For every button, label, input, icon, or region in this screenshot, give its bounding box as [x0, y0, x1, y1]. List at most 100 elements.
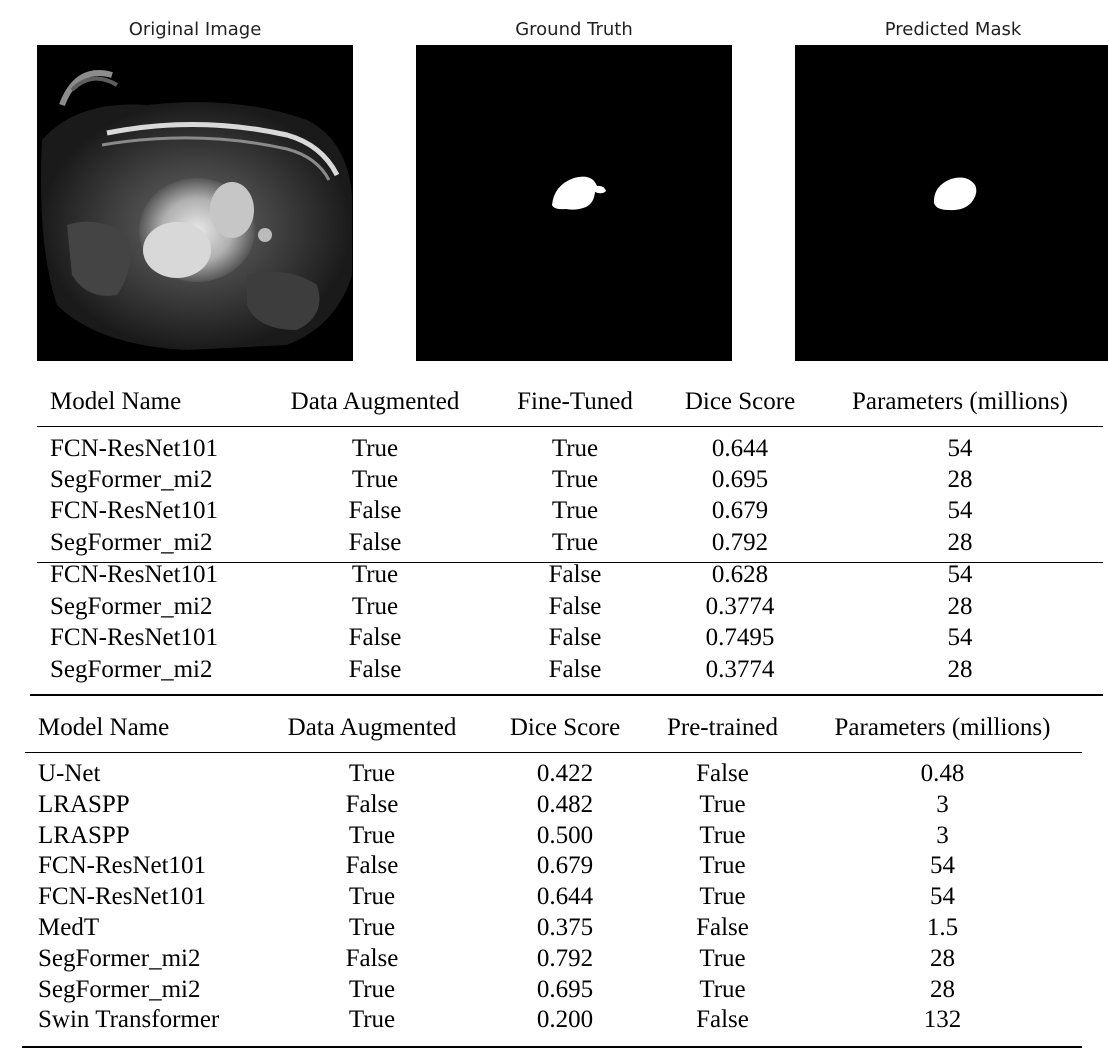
model-name-cell: LRASPP — [38, 790, 130, 818]
parameters-cell: 1.5 — [926, 914, 959, 941]
predicted-mask-title: Predicted Mask — [884, 19, 1022, 40]
dice-score-cell: 0.679 — [536, 852, 594, 880]
pre-trained-cell: True — [699, 975, 746, 1003]
pre-trained-cell: True — [699, 790, 746, 818]
dice-score-cell: 0.679 — [711, 497, 769, 524]
parameters-cell: 54 — [947, 497, 973, 524]
dice-score-cell: 0.628 — [711, 561, 769, 588]
model-name-cell: LRASPP — [38, 821, 130, 849]
dice-score-cell: 0.695 — [536, 975, 594, 1003]
table1-header-data-augmented: Data Augmented — [290, 388, 460, 415]
parameters-cell: 28 — [947, 466, 973, 493]
model-name-cell: SegFormer_mi2 — [50, 593, 213, 620]
model-name-cell: FCN-ResNet101 — [50, 624, 219, 651]
data-augmented-cell: True — [348, 821, 396, 849]
table2-header-model-name: Model Name — [38, 714, 170, 741]
dice-score-cell: 0.792 — [536, 944, 594, 972]
data-augmented-cell: False — [348, 656, 402, 683]
table1-mid-rule — [37, 562, 1103, 563]
parameters-cell: 0.48 — [920, 760, 965, 787]
dice-score-cell: 0.792 — [711, 529, 769, 556]
fine-tuned-cell: False — [548, 656, 602, 683]
data-augmented-cell: True — [348, 914, 396, 941]
parameters-cell: 28 — [947, 529, 973, 556]
original-image-title: Original Image — [128, 19, 262, 40]
data-augmented-cell: True — [351, 593, 399, 620]
parameters-cell: 132 — [923, 1006, 962, 1034]
fine-tuned-cell: False — [548, 624, 602, 651]
pre-trained-cell: False — [696, 1006, 749, 1034]
model-name-cell: SegFormer_mi2 — [50, 466, 213, 493]
dice-score-cell: 0.644 — [711, 435, 769, 462]
dice-score-cell: 0.644 — [536, 883, 594, 911]
fine-tuned-cell: False — [548, 593, 602, 620]
model-name-cell: FCN-ResNet101 — [50, 561, 219, 588]
model-name-cell: SegFormer_mi2 — [50, 656, 213, 683]
pre-trained-cell: True — [699, 944, 746, 972]
fine-tuned-cell: True — [551, 466, 599, 493]
data-augmented-cell: False — [345, 944, 399, 972]
dice-score-cell: 0.375 — [536, 914, 594, 941]
parameters-cell: 3 — [936, 790, 949, 818]
pre-trained-cell: True — [699, 883, 746, 911]
data-augmented-cell: True — [351, 435, 399, 462]
dice-score-cell: 0.7495 — [705, 624, 775, 651]
model-name-cell: FCN-ResNet101 — [38, 883, 207, 911]
data-augmented-cell: True — [348, 883, 396, 911]
predicted-mask — [795, 45, 1108, 361]
table1-header-model-name: Model Name — [50, 388, 182, 415]
fine-tuned-cell: False — [548, 561, 602, 588]
table1-header-parameters: Parameters (millions) — [852, 388, 1068, 415]
data-augmented-cell: False — [348, 497, 402, 524]
dice-score-cell: 0.422 — [536, 760, 594, 787]
parameters-cell: 54 — [947, 624, 973, 651]
table2-header-data-augmented: Data Augmented — [287, 714, 457, 741]
parameters-cell: 54 — [930, 852, 955, 880]
data-augmented-cell: False — [348, 624, 402, 651]
model-name-cell: FCN-ResNet101 — [50, 435, 219, 462]
model-name-cell: FCN-ResNet101 — [38, 852, 207, 880]
parameters-cell: 28 — [947, 656, 973, 683]
pre-trained-cell: True — [699, 821, 746, 849]
table2-header-rule — [25, 752, 1082, 753]
parameters-cell: 54 — [947, 561, 973, 588]
model-name-cell: MedT — [38, 914, 100, 941]
model-name-cell: U-Net — [38, 760, 101, 787]
parameters-cell: 28 — [930, 944, 955, 972]
parameters-cell: 28 — [930, 975, 955, 1003]
model-name-cell: SegFormer_mi2 — [38, 975, 201, 1003]
fine-tuned-cell: True — [551, 497, 599, 524]
dice-score-cell: 0.200 — [536, 1006, 594, 1034]
dice-score-cell: 0.500 — [536, 821, 594, 849]
original-mri-image — [37, 45, 353, 361]
table2-header-pre-trained: Pre-trained — [666, 714, 779, 741]
table2-header-dice-score: Dice Score — [509, 714, 621, 741]
dice-score-cell: 0.482 — [536, 790, 594, 818]
model-name-cell: SegFormer_mi2 — [38, 944, 201, 972]
data-augmented-cell: False — [345, 852, 399, 880]
pre-trained-cell: False — [696, 760, 749, 787]
table-fine-tuning: Model Name Data Augmented Fine-Tuned Dic… — [0, 386, 1108, 696]
data-augmented-cell: True — [351, 466, 399, 493]
data-augmented-cell: False — [348, 529, 402, 556]
dice-score-cell: 0.3774 — [705, 593, 775, 620]
model-name-cell: SegFormer_mi2 — [50, 529, 213, 556]
table1-header-dice-score: Dice Score — [684, 388, 796, 415]
dice-score-cell: 0.3774 — [705, 656, 775, 683]
parameters-cell: 3 — [936, 821, 949, 849]
table2-header-parameters: Parameters (millions) — [834, 714, 1051, 741]
model-name-cell: FCN-ResNet101 — [50, 497, 219, 524]
table2-bottom-rule — [22, 1046, 1082, 1048]
fine-tuned-cell: True — [551, 529, 599, 556]
data-augmented-cell: True — [351, 561, 399, 588]
model-name-cell: Swin Transformer — [38, 1006, 220, 1034]
parameters-cell: 28 — [947, 593, 973, 620]
table1-header-fine-tuned: Fine-Tuned — [517, 388, 633, 415]
ground-truth-mask — [416, 45, 732, 361]
fine-tuned-cell: True — [551, 435, 599, 462]
pre-trained-cell: True — [699, 852, 746, 880]
parameters-cell: 54 — [947, 435, 973, 462]
data-augmented-cell: True — [348, 1006, 396, 1034]
data-augmented-cell: True — [348, 975, 396, 1003]
table1-bottom-rule — [30, 694, 1103, 696]
